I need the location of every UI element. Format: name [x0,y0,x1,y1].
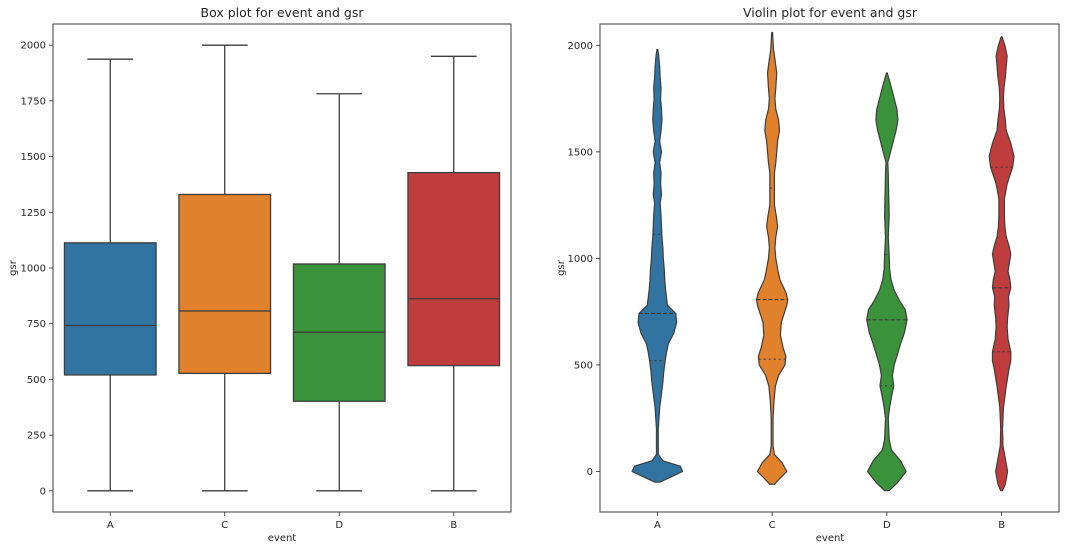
box-plot-y-ticks: 0 250 500 750 1000 1250 1500 1750 2000 [21,41,53,497]
violin-body [631,48,684,483]
violin-plot-y-tick-label: 1500 [568,147,593,158]
violin-body [866,72,908,492]
violin-B [988,36,1015,492]
violin-plot-x-tick-label: B [998,520,1005,531]
violin-plot-x-label: event [816,533,845,544]
box-plot-title: Box plot for event and gsr [201,5,365,20]
violin-D [866,72,908,492]
box-plot-frame [52,23,512,513]
violin-plot-y-tick-label: 500 [574,360,593,371]
box-plot-marks [63,44,501,492]
violin-plot-y-tick-label: 1000 [568,254,593,265]
box-plot-x-tick-label: D [335,520,343,531]
box-plot-y-tick-label: 1750 [21,96,46,107]
box-plot-x-tick-label: B [450,520,457,531]
violin-plot-x-tick-label: D [883,520,891,531]
box-D [292,93,386,492]
box-iqr [178,193,272,375]
violin-C [755,31,789,485]
violin-plot-y-tick-label: 2000 [568,41,593,52]
box-plot-y-tick-label: 1000 [21,264,46,275]
violin-plot-x-tick-label: A [654,520,661,531]
box-B [407,55,501,492]
box-plot-y-tick-label: 250 [27,431,46,442]
box-plot-y-tick-label: 0 [40,486,46,497]
violin-plot-marks [631,31,1015,492]
box-plot-y-tick-label: 1250 [21,208,46,219]
box-plot-y-tick-label: 2000 [21,41,46,52]
violin-plot-panel: Violin plot for event and gsr 0 500 1000 15… [556,5,1060,544]
box-plot-y-label: gsr [8,259,19,276]
violin-plot-y-label: gsr [556,259,567,276]
violin-body [988,36,1015,492]
violin-plot-y-tick-label: 0 [587,467,593,478]
box-plot-y-tick-label: 500 [27,375,46,386]
box-plot-y-tick-label: 1500 [21,152,46,163]
box-plot-panel: Box plot for event and gsr 0 250 500 750 100… [8,5,512,544]
box-iqr [63,242,157,376]
violin-plot-x-tick-label: C [769,520,776,531]
box-C [178,44,272,492]
box-plot-y-tick-label: 750 [27,319,46,330]
violin-plot-title: Violin plot for event and gsr [743,5,918,20]
violin-plot-frame [599,23,1060,513]
violin-body [755,31,789,485]
box-iqr [407,171,501,367]
box-plot-x-tick-label: A [107,520,114,531]
box-A [63,58,157,492]
violin-plot-y-ticks: 0 500 1000 1500 2000 [568,41,600,478]
violin-A [631,48,684,483]
box-plot-x-tick-label: C [221,520,228,531]
box-plot-x-label: event [268,533,297,544]
